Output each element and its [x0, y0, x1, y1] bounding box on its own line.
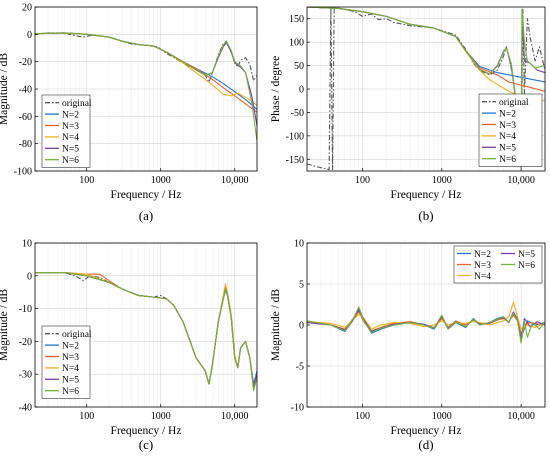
series-line-n-4 — [307, 301, 545, 330]
legend-entry: N=2 — [62, 110, 79, 120]
x-axis-label: Frequency / Hz — [111, 425, 182, 437]
y-tick-label: 10 — [294, 239, 304, 250]
series-line-n-6 — [35, 32, 257, 142]
series-line-original — [35, 32, 257, 83]
series-group — [307, 301, 545, 344]
y-tick-label: -20 — [19, 57, 32, 68]
legend-entry: original — [62, 330, 92, 340]
chart-panel-1: -150 -100 -50 0 50 100 150 100 1000 10,000 Frequen… — [270, 6, 546, 223]
chart-panel-3: -10 -5 0 5 10 100 1000 10,000 Frequency / Hz Magn… — [270, 239, 546, 452]
y-tick-label: 100 — [289, 38, 304, 49]
panel-caption: (a) — [139, 208, 153, 223]
y-tick-label: 20 — [22, 3, 32, 14]
legend-entry: original — [62, 99, 92, 109]
x-tick-label: 10,000 — [221, 175, 249, 186]
legend-entry: N=4 — [474, 272, 491, 282]
legend-entry: N=5 — [518, 250, 535, 260]
y-tick-label: 0 — [27, 30, 32, 41]
y-axis-label: Phase / degree — [270, 56, 282, 122]
y-tick-label: -150 — [286, 155, 304, 166]
y-axis-label: Magnitude / dB — [0, 289, 10, 362]
legend-box — [41, 94, 91, 168]
x-axis-label: Frequency / Hz — [391, 189, 462, 201]
x-tick-label: 10,000 — [221, 411, 249, 422]
legend-entry: N=3 — [499, 121, 516, 131]
legend-entry: N=5 — [62, 376, 79, 386]
grid — [35, 6, 257, 172]
legend-entry: N=4 — [499, 132, 516, 142]
panel-caption: (c) — [139, 437, 153, 452]
x-tick-label: 1000 — [151, 411, 171, 422]
x-tick-label: 100 — [355, 411, 370, 422]
x-tick-label: 10,000 — [507, 175, 535, 186]
y-tick-label: 5 — [299, 280, 304, 291]
legend-entry: N=6 — [499, 155, 516, 165]
y-tick-label: -5 — [296, 362, 304, 373]
chart-panel-0: -100 -80 -60 -40 -20 0 20 100 1000 10,000 Frequenc… — [0, 3, 258, 223]
legend-entry: N=4 — [62, 364, 79, 374]
legend-entry: N=2 — [62, 341, 79, 351]
series-line-n-6 — [35, 271, 257, 392]
y-axis-label: Magnitude / dB — [0, 53, 10, 126]
x-axis-label: Frequency / Hz — [391, 425, 462, 437]
legend-entry: N=6 — [518, 261, 535, 271]
x-axis-label: Frequency / Hz — [111, 189, 182, 201]
panel-caption: (d) — [418, 437, 433, 452]
legend-entry: N=2 — [474, 250, 491, 260]
chart-panel-2: -40 -30 -20 -10 0 10 100 1000 10,000 Frequency / … — [0, 239, 258, 452]
legend-entry: N=5 — [499, 144, 516, 154]
y-tick-label: 0 — [27, 271, 32, 282]
y-tick-label: 50 — [294, 61, 304, 72]
x-tick-label: 10,000 — [507, 411, 535, 422]
x-tick-label: 100 — [79, 411, 94, 422]
legend-entry: N=6 — [62, 387, 79, 397]
series-line-n-6 — [307, 7, 545, 167]
y-tick-label: 150 — [289, 14, 304, 25]
legend-entry: N=6 — [62, 156, 79, 166]
x-tick-label: 1000 — [432, 175, 452, 186]
legend-entry: original — [499, 98, 529, 108]
y-tick-label: 0 — [299, 85, 304, 96]
series-line-n-6 — [307, 306, 545, 344]
y-tick-label: 10 — [22, 239, 32, 250]
legend-entry: N=3 — [62, 122, 79, 132]
y-tick-label: -40 — [19, 85, 32, 96]
y-tick-label: -10 — [19, 304, 32, 315]
series-group — [35, 32, 257, 142]
y-tick-label: -40 — [19, 403, 32, 414]
y-tick-label: -10 — [291, 403, 304, 414]
y-tick-label: -60 — [19, 112, 32, 123]
y-tick-label: -20 — [19, 337, 32, 348]
y-tick-label: -100 — [14, 167, 32, 178]
panel-caption: (b) — [418, 208, 433, 223]
x-tick-label: 1000 — [151, 175, 171, 186]
legend-entry: N=5 — [62, 145, 79, 155]
x-tick-label: 100 — [79, 175, 94, 186]
legend-box — [478, 93, 543, 167]
legend-entry: N=2 — [499, 109, 516, 119]
y-axis-label: Magnitude / dB — [270, 289, 282, 362]
x-tick-label: 100 — [355, 175, 370, 186]
legend: N=2N=3N=4 N=5N=6 — [453, 245, 543, 284]
legend-box — [41, 325, 91, 399]
legend-entry: N=3 — [474, 261, 491, 271]
y-tick-label: -100 — [286, 131, 304, 142]
y-tick-label: -30 — [19, 370, 32, 381]
axes-frame — [34, 242, 258, 408]
legend-entry: N=3 — [62, 353, 79, 363]
legend-entry: N=4 — [62, 133, 79, 143]
y-tick-label: -80 — [19, 139, 32, 150]
y-tick-label: -50 — [291, 108, 304, 119]
y-tick-label: 0 — [299, 321, 304, 332]
x-tick-label: 1000 — [432, 411, 452, 422]
series-group — [35, 271, 257, 392]
